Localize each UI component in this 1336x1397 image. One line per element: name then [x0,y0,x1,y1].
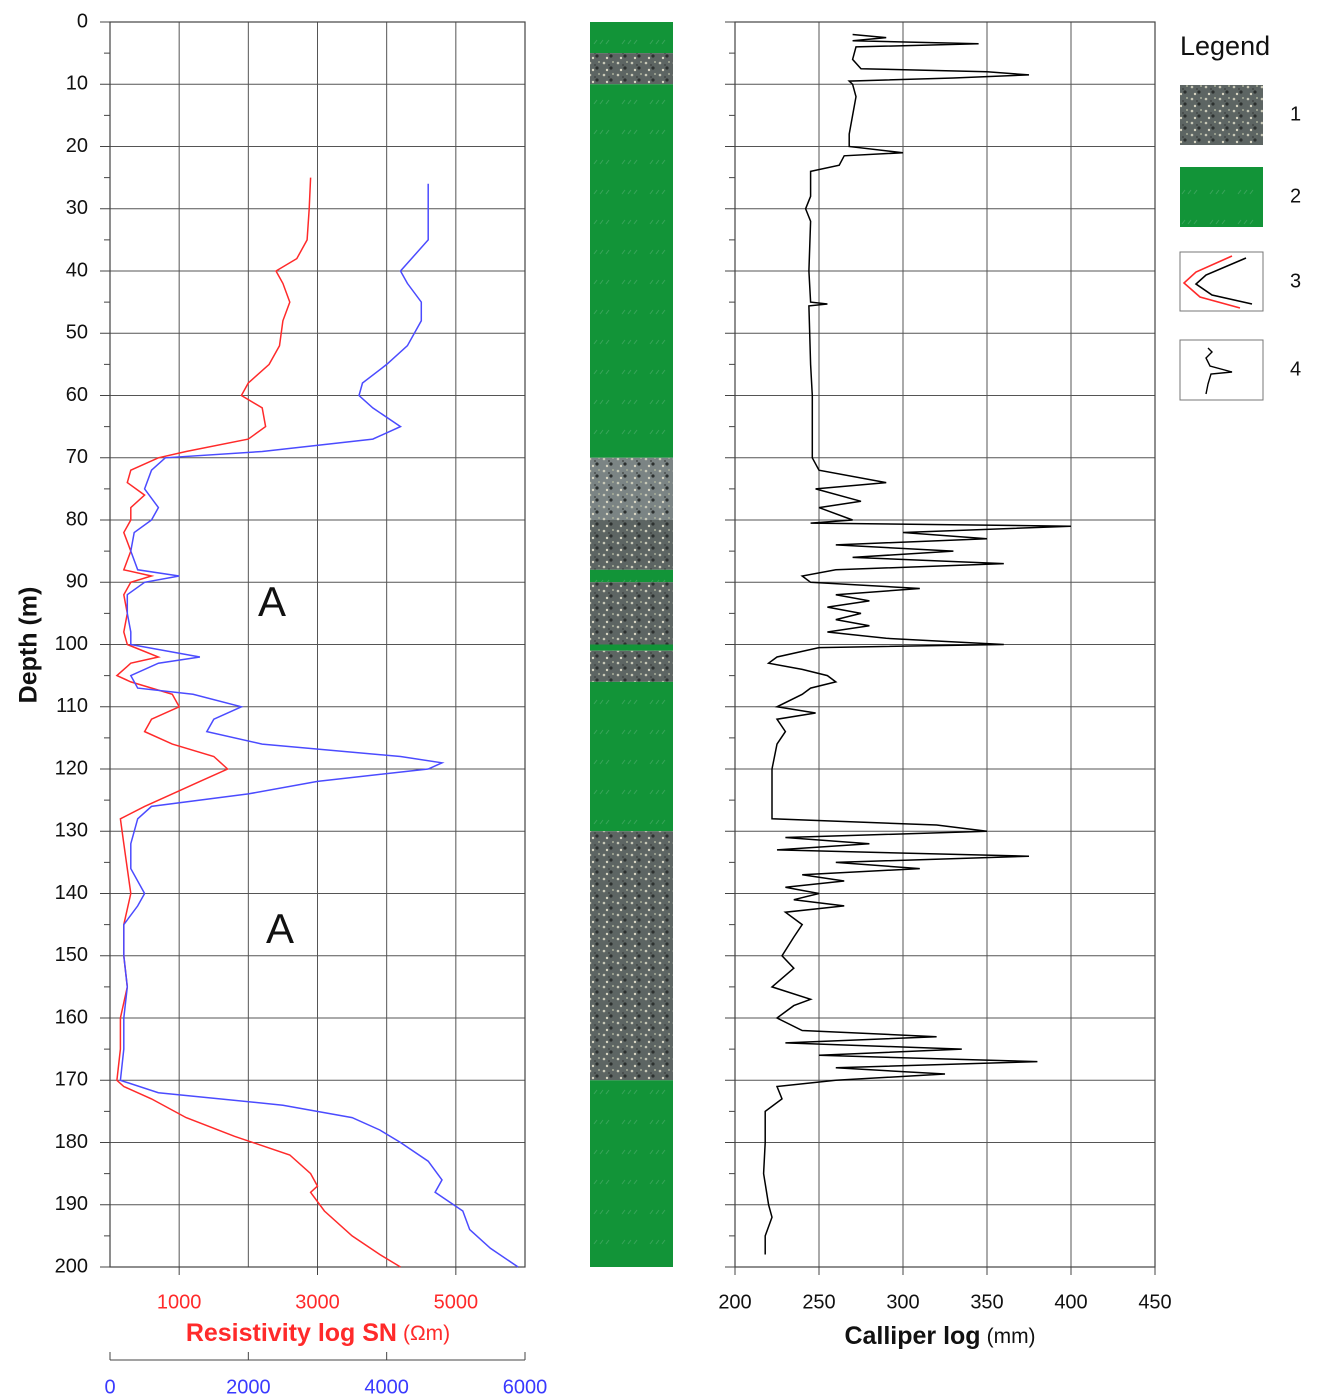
lithology-texture [590,650,673,682]
x-tick-label: 1000 [157,1291,202,1313]
legend-title: Legend [1180,31,1270,61]
lithology-texture [590,831,673,1081]
y-tick-label: 140 [55,882,88,904]
y-tick-label: 30 [66,197,88,219]
x-tick-label: 3000 [295,1291,340,1313]
lithology-texture [590,1080,673,1267]
y-tick-label: 100 [55,633,88,655]
x-axis-unit: (Ωm) [403,1322,450,1345]
legend-label: 4 [1290,358,1301,380]
y-tick-label: 80 [66,508,88,530]
legend-icon [1194,257,1253,305]
legend-texture [1180,85,1263,145]
legend-label: 1 [1290,103,1301,125]
y-tick-label: 110 [56,695,88,717]
legend-swatches [1179,85,1264,401]
y-tick-label: 120 [55,757,88,779]
lithology-texture [590,53,673,85]
lithology-texture [590,681,673,832]
y-tick-label: 0 [77,10,88,32]
y-tick-label: 10 [66,73,88,95]
x-tick-label: 350 [970,1291,1003,1313]
legend-icon [1182,255,1241,309]
lithology-texture [590,457,673,520]
x-tick-label: 250 [802,1291,835,1313]
x-axis-title-text: Resistivity log SN [186,1319,397,1347]
x-tick-label: 300 [886,1291,919,1313]
y-tick-label: 200 [55,1255,88,1277]
y-tick-label: 160 [55,1006,88,1028]
x-axis-title: Resistivity log SN (Ωm) [186,1319,450,1347]
x-tick-label: 400 [1054,1291,1087,1313]
x2-tick-label: 0 [104,1376,115,1397]
y-tick-label: 150 [55,944,88,966]
x2-tick-label: 6000 [503,1376,548,1397]
x-tick-label: 450 [1138,1291,1171,1313]
legend-label: 3 [1290,270,1301,292]
legend-swatch [1179,339,1264,401]
x2-tick-label: 4000 [364,1376,409,1397]
y-tick-label: 190 [55,1193,88,1215]
annotation: A [266,905,294,952]
y-tick-label: 170 [55,1069,88,1091]
y-tick-label: 90 [66,571,88,593]
y-tick-label: 130 [55,820,88,842]
lithology-texture [590,520,673,570]
y-tick-label: 50 [66,322,88,344]
legend-icon [1205,347,1233,395]
lithology-texture [590,569,673,583]
log-curve [119,183,519,1268]
legend-label: 2 [1290,185,1301,207]
x-tick-label: 5000 [434,1291,479,1313]
x-axis-title: Calliper log (mm) [844,1322,1035,1350]
annotation: A [258,578,286,625]
lithology-texture [590,84,673,458]
y-tick-label: 60 [66,384,88,406]
legend-texture [1180,167,1263,227]
x-axis-title-text: Calliper log [844,1322,980,1350]
lithology-texture [590,22,673,54]
y-tick-label: 40 [66,259,88,281]
x2-tick-label: 2000 [226,1376,271,1397]
y-tick-label: 70 [66,446,88,468]
x-axis-unit: (mm) [987,1325,1036,1348]
legend-swatch [1179,251,1264,312]
lithology-texture [590,582,673,645]
log-curve [762,33,1072,1255]
y-tick-label: 20 [66,135,88,157]
lithology-texture [590,644,673,651]
y-tick-label: 180 [55,1131,88,1153]
log-curve [115,177,401,1268]
x-tick-label: 200 [718,1291,751,1313]
y-axis-title: Depth (m) [15,587,43,704]
